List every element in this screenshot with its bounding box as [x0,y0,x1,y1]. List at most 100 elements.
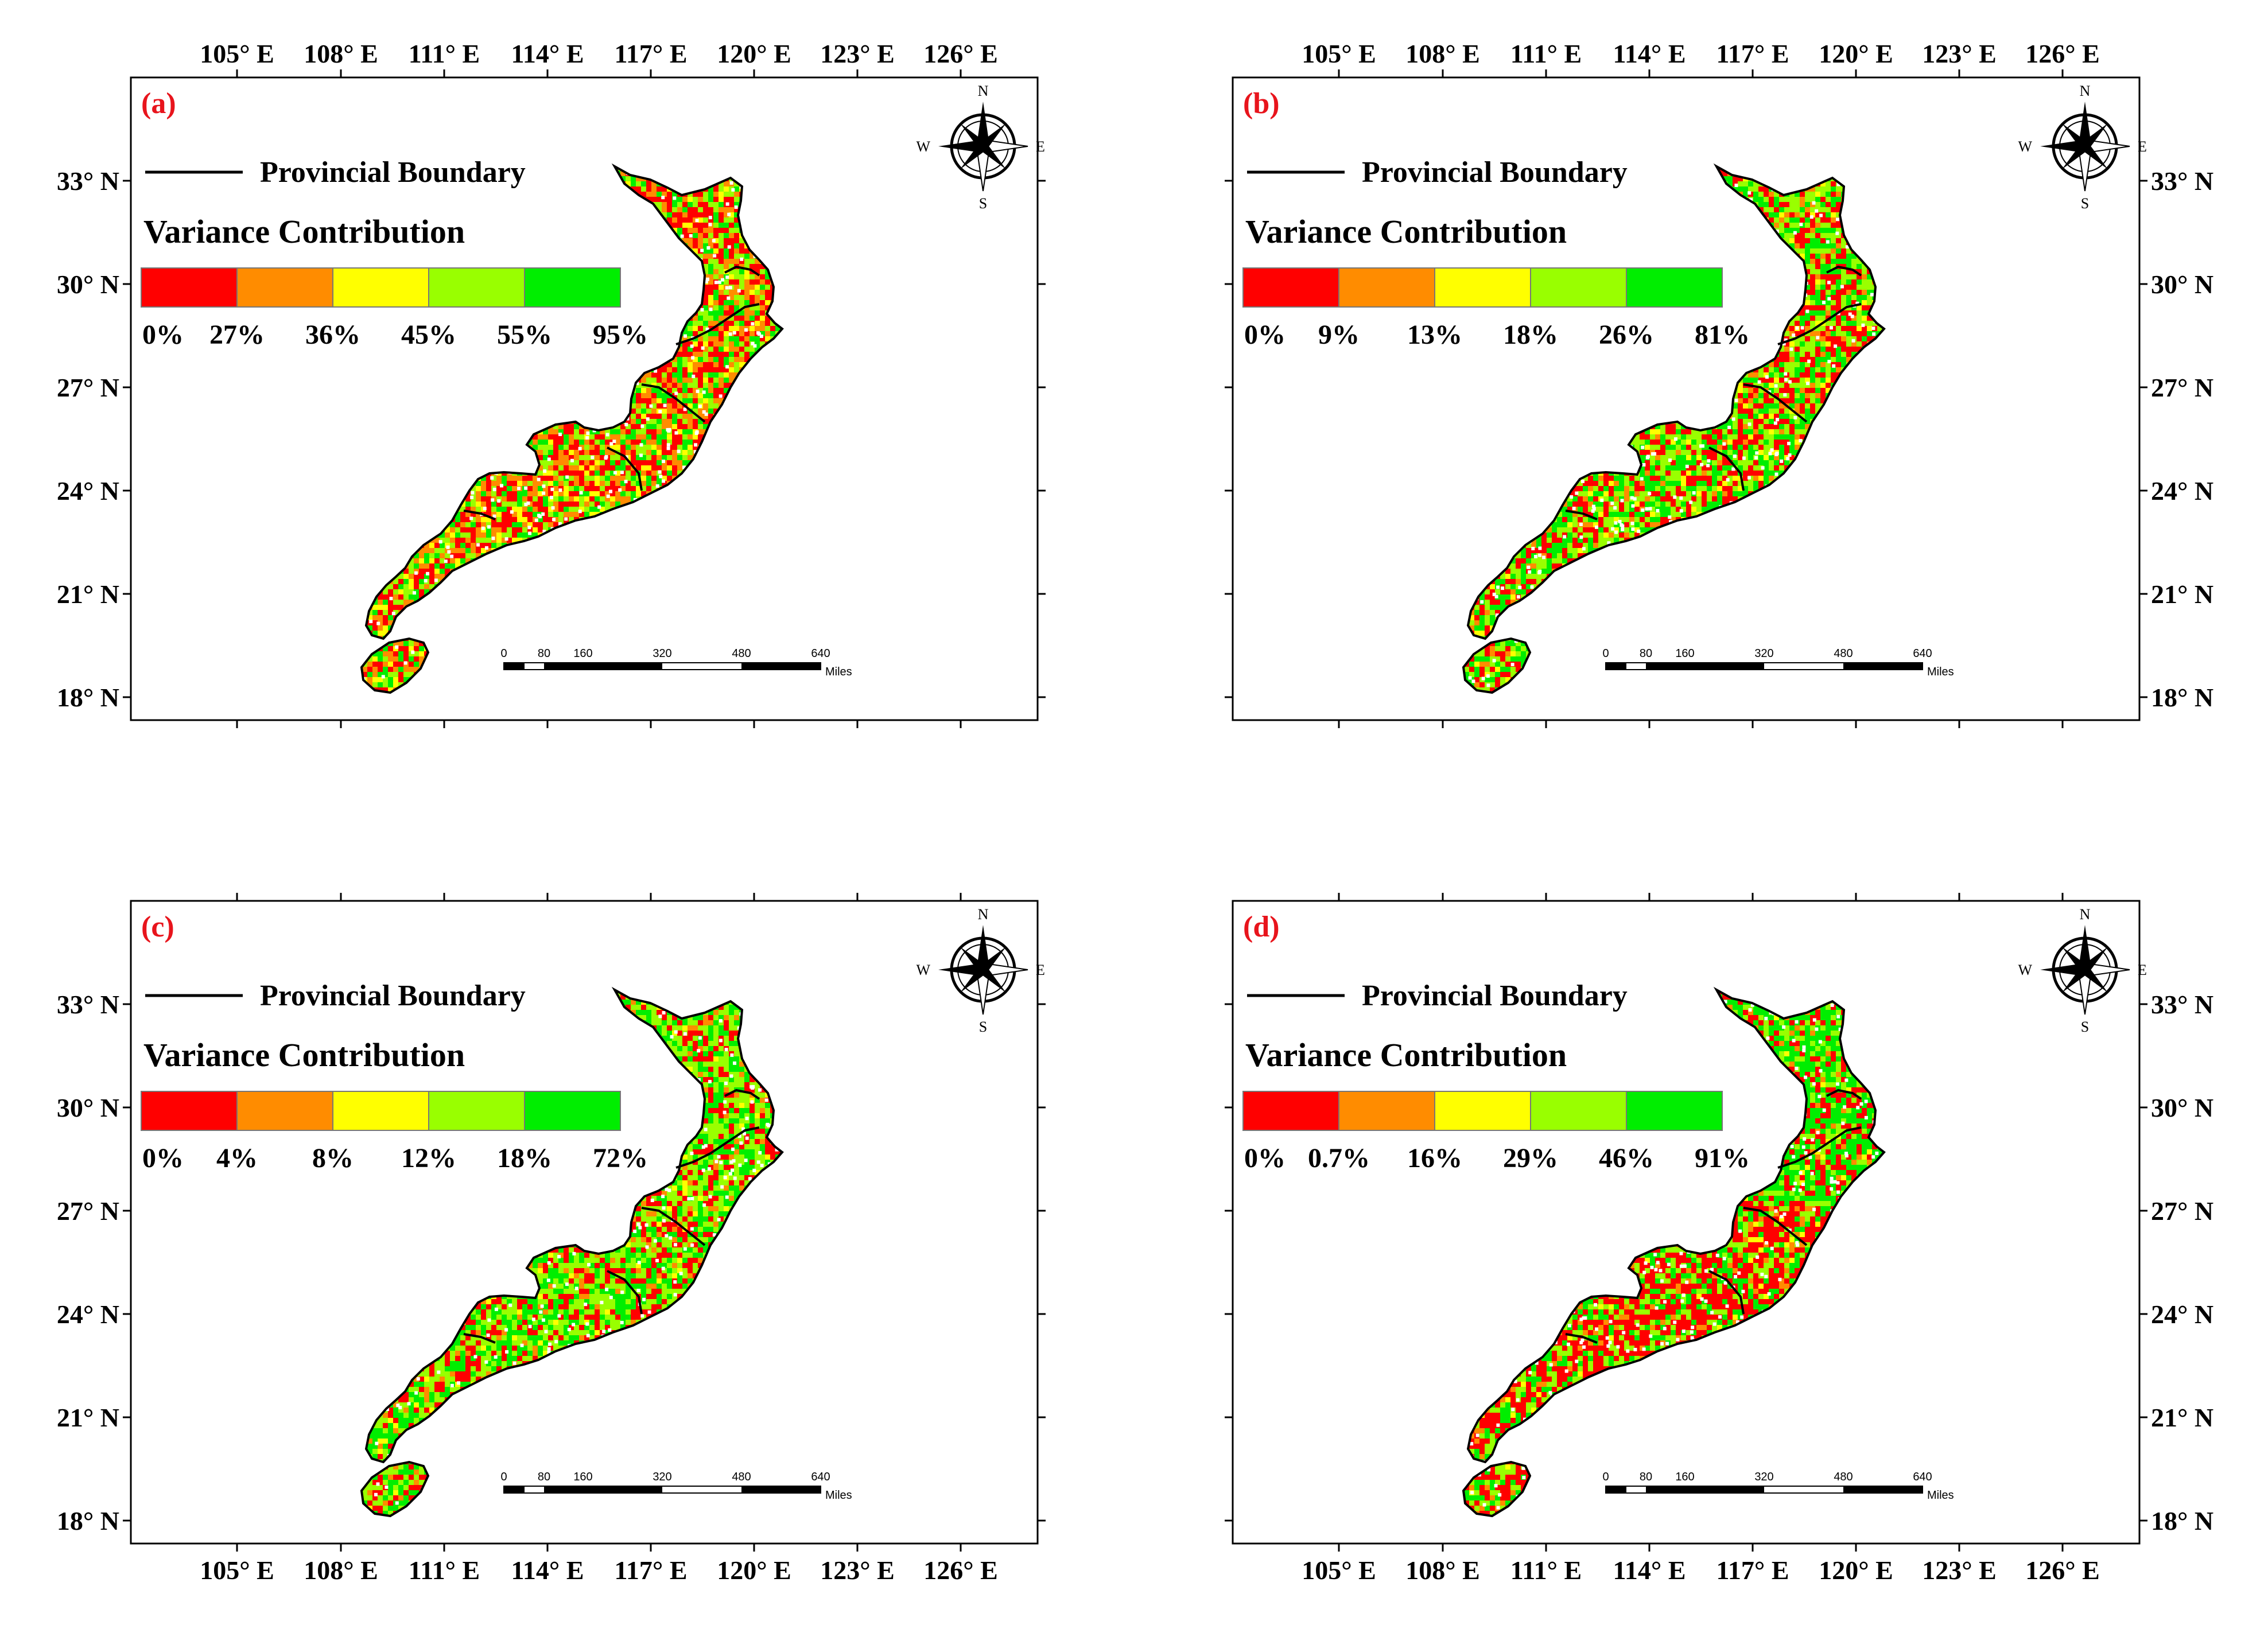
legend-break-label: 0% [142,320,184,350]
lat-tick-label: 30° N [2151,270,2213,299]
provincial-boundary [1708,1270,1745,1315]
scale-tick-label: 0 [500,1471,507,1483]
legend-break-label: 45% [401,320,456,350]
panel-label: (a) [141,87,176,120]
lat-tick-label: 33° N [57,166,119,196]
panel-label: (c) [141,911,174,943]
legend-class-1 [1242,267,1339,308]
legend-break-label: 16% [1407,1143,1462,1173]
boundary-legend-label: Provincial Boundary [1362,979,1628,1012]
scale-tick-label: 160 [573,647,592,660]
provincial-boundary [724,1088,760,1100]
legend-break-label: 29% [1503,1143,1558,1173]
lon-tick-label: 105° E [200,1556,274,1585]
legend-class-2 [236,267,333,308]
legend-break-label: 95% [593,320,648,350]
hainan-outline [1462,637,1532,694]
lat-tick-label: 33° N [2151,990,2213,1019]
scale-tick-label: 320 [1754,647,1773,660]
legend-break-label: 91% [1695,1143,1750,1173]
legend-break-label: 0% [142,1143,184,1173]
lat-tick-label: 24° N [57,1300,119,1329]
lon-tick-label: 120° E [1819,39,1893,68]
compass-rose-icon: N S E W [2018,83,2146,212]
legend-class-5 [524,267,621,308]
lat-tick-label: 18° N [2151,1506,2213,1535]
lon-tick-label: 126° E [2025,39,2100,68]
legend-class-1 [1242,1091,1339,1131]
legend-class-5 [1626,267,1723,308]
lat-tick-label: 24° N [2151,1300,2213,1329]
scale-bar: 0 80 160 320 480 640 Miles [500,1471,852,1502]
lat-tick-label: 24° N [2151,476,2213,506]
panel-d: 105° E 108° E 111° E 114° E 117° E 120° E 123°… [1225,893,2213,1585]
compass-e: E [1036,962,1045,978]
lat-tick-label: 21° N [57,580,119,609]
compass-s: S [979,1018,987,1035]
compass-s: S [2081,195,2089,212]
lon-tick-label: 123° E [1922,1556,1997,1585]
legend-class-5 [1626,1091,1723,1131]
compass-rose-icon: N S E W [916,83,1044,212]
legend-class-3 [1434,267,1531,308]
provincial-boundary [1565,1333,1598,1344]
legend-class-2 [1338,267,1435,308]
compass-e: E [2138,962,2147,978]
provincial-boundary [724,265,760,277]
scale-unit: Miles [1927,1489,1954,1502]
lon-tick-label: 105° E [200,39,274,68]
scale-tick-label: 80 [1640,1471,1652,1483]
lon-tick-label: 108° E [304,39,378,68]
legend-class-5 [524,1091,621,1131]
lat-tick-label: 27° N [2151,1196,2213,1226]
lat-tick-label: 27° N [2151,373,2213,402]
compass-rose-icon: N S E W [916,906,1044,1035]
lat-tick-label: 21° N [57,1403,119,1432]
legend-break-label: 18% [1503,320,1558,350]
provincial-boundary [641,1207,706,1246]
lon-tick-label: 111° E [1510,1556,1582,1585]
lon-tick-label: 120° E [717,1556,791,1585]
scale-tick-label: 80 [1640,647,1652,660]
legend-break-label: 46% [1599,1143,1654,1173]
compass-s: S [979,195,987,212]
scale-tick-label: 640 [811,647,830,660]
lon-tick-label: 117° E [1716,39,1789,68]
compass-w: W [916,138,930,155]
hainan-outline [360,1460,430,1518]
latitude-axis: 33° N 30° N 27° N 24° N 21° N 18° N [1225,990,2213,1535]
legend-class-4 [1530,267,1627,308]
provincial-boundary [607,446,643,491]
provincial-boundary [641,383,706,423]
lon-tick-label: 108° E [1405,1556,1480,1585]
lat-tick-label: 21° N [2151,1403,2213,1432]
legend-class-3 [1434,1091,1531,1131]
boundary-legend-label: Provincial Boundary [260,156,526,189]
longitude-axis: 105° E 108° E 111° E 114° E 117° E 120° E 123°… [200,893,998,1585]
legend-break-label: 0% [1244,320,1286,350]
map-frame [130,76,1039,721]
compass-n: N [978,83,989,99]
compass-w: W [2018,138,2032,155]
lon-tick-label: 123° E [1922,39,1997,68]
provincial-boundary [1708,446,1745,491]
latitude-axis: 33° N 30° N 27° N 24° N 21° N 18° N [57,990,1046,1535]
panel-b: 105° E 108° E 111° E 114° E 117° E 120° E 123°… [1225,39,2213,728]
scale-tick-label: 160 [573,1471,592,1483]
legend-break-label: 9% [1318,320,1360,350]
scale-unit: Miles [1927,666,1954,678]
legend-break-label: 12% [401,1143,456,1173]
lon-tick-label: 123° E [820,1556,895,1585]
compass-w: W [2018,962,2032,978]
variance-legend: 0% 27% 36% 45% 55% 95% [141,267,648,350]
scale-bar: 0 80 160 320 480 640 Miles [1602,1471,1954,1502]
scale-tick-label: 320 [653,1471,671,1483]
legend-class-4 [428,1091,525,1131]
latitude-axis: 33° N 30° N 27° N 24° N 21° N 18° N [57,166,1046,712]
legend-class-4 [1530,1091,1627,1131]
map-frame [1232,900,2141,1545]
legend-title: Variance Contribution [143,1036,465,1074]
compass-s: S [2081,1018,2089,1035]
legend-break-label: 81% [1695,320,1750,350]
